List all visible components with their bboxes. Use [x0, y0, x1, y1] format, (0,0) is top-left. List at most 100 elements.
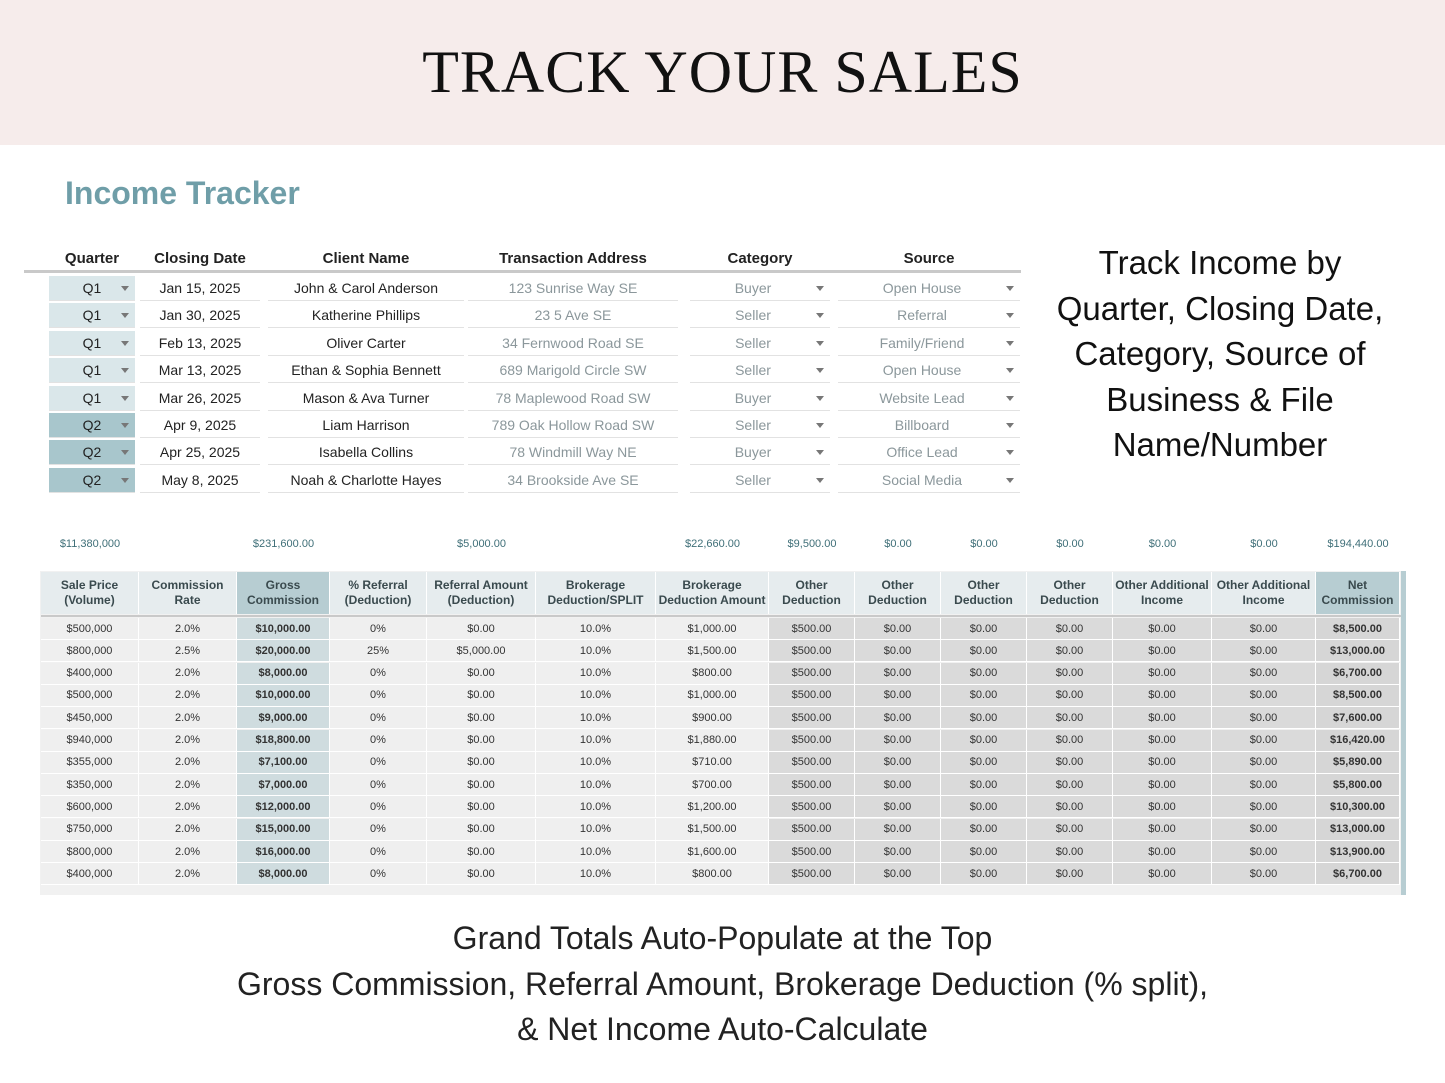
- quarter-cell[interactable]: Q2: [49, 467, 135, 493]
- cell: $0.00: [427, 841, 536, 863]
- cell: $0.00: [427, 662, 536, 685]
- header-rule: [24, 270, 1021, 273]
- dropdown-cell[interactable]: Open House: [838, 358, 1020, 384]
- cell: 10.0%: [536, 640, 656, 663]
- cell: 2.0%: [139, 841, 237, 863]
- dropdown-cell[interactable]: Office Lead: [838, 440, 1020, 466]
- cell: 0%: [330, 863, 427, 886]
- header-line: (Deduction): [344, 593, 412, 607]
- cell: 0%: [330, 662, 427, 685]
- column-header: Other Deduction: [941, 572, 1027, 614]
- quarter-cell[interactable]: Q1: [49, 330, 135, 356]
- cell: $0.00: [427, 618, 536, 640]
- cell: $1,000.00: [656, 684, 769, 707]
- column-header: Client Name: [322, 249, 410, 267]
- column-header: Brokerage Deduction/SPLIT: [536, 572, 656, 614]
- cell: $0.00: [855, 618, 941, 640]
- header-line: (Deduction): [447, 593, 515, 607]
- cell: $0.00: [1113, 640, 1212, 663]
- header-line: Referral Amount: [434, 578, 528, 592]
- cell: $0.00: [941, 662, 1027, 685]
- cell: $0.00: [1212, 796, 1316, 819]
- cell: 25%: [330, 640, 427, 663]
- cell: 10.0%: [536, 618, 656, 640]
- dropdown-cell[interactable]: Seller: [690, 468, 830, 493]
- cell: 10.0%: [536, 774, 656, 797]
- total-cell: $0.00: [1250, 538, 1278, 550]
- page-title: TRACK YOUR SALES: [422, 39, 1023, 105]
- total-cell: $0.00: [970, 538, 998, 550]
- cell: 34 Brookside Ave SE: [468, 468, 678, 493]
- cell: $0.00: [1027, 863, 1113, 886]
- header-line: Rate: [174, 593, 201, 607]
- quarter-cell[interactable]: Q1: [49, 303, 135, 329]
- quarter-cell[interactable]: Q1: [49, 385, 135, 411]
- dropdown-cell[interactable]: Seller: [690, 303, 830, 329]
- cell: $0.00: [1212, 640, 1316, 663]
- cell: $0.00: [941, 684, 1027, 707]
- cell: $355,000: [41, 751, 139, 774]
- cell: $0.00: [1113, 818, 1212, 841]
- cell: $12,000.00: [237, 796, 330, 819]
- cell: $0.00: [941, 774, 1027, 797]
- cell: $0.00: [427, 863, 536, 886]
- cell: $0.00: [1212, 707, 1316, 730]
- cell: $1,000.00: [656, 618, 769, 640]
- cell: $16,000.00: [237, 841, 330, 863]
- dropdown-cell[interactable]: Billboard: [838, 413, 1020, 438]
- cell: $8,000.00: [237, 662, 330, 685]
- header-line: Deduction: [868, 593, 927, 607]
- dropdown-cell[interactable]: Seller: [690, 358, 830, 384]
- cell: 2.0%: [139, 751, 237, 774]
- dropdown-cell[interactable]: Social Media: [838, 468, 1020, 493]
- note-line: Business & File: [1106, 380, 1334, 418]
- cell: $0.00: [1113, 729, 1212, 752]
- dropdown-cell[interactable]: Buyer: [690, 386, 830, 411]
- cell: 2.0%: [139, 796, 237, 819]
- cell: Ethan & Sophia Bennett: [268, 358, 464, 384]
- cell: $0.00: [855, 640, 941, 663]
- cell: Apr 9, 2025: [140, 413, 260, 438]
- cell: $8,500.00: [1316, 618, 1400, 640]
- cell: $0.00: [941, 796, 1027, 819]
- column-header: Transaction Address: [499, 249, 647, 267]
- quarter-cell[interactable]: Q1: [49, 276, 135, 301]
- dropdown-cell[interactable]: Buyer: [690, 276, 830, 301]
- cell: $0.00: [1027, 707, 1113, 730]
- dropdown-cell[interactable]: Buyer: [690, 440, 830, 466]
- cell: 34 Fernwood Road SE: [468, 331, 678, 356]
- cell: Katherine Phillips: [268, 303, 464, 329]
- note-line: Name/Number: [1112, 426, 1328, 463]
- header-line: Deduction/SPLIT: [547, 593, 644, 607]
- cell: $0.00: [941, 618, 1027, 640]
- quarter-cell[interactable]: Q2: [49, 440, 135, 466]
- quarter-cell[interactable]: Q2: [49, 413, 135, 438]
- cell: $700.00: [656, 774, 769, 797]
- cell: 0%: [330, 729, 427, 752]
- cell: $0.00: [855, 796, 941, 819]
- cell: $0.00: [427, 729, 536, 752]
- cell: $5,000.00: [427, 640, 536, 663]
- cell: $6,700.00: [1316, 662, 1400, 685]
- quarter-cell[interactable]: Q1: [49, 358, 135, 384]
- cell: 123 Sunrise Way SE: [468, 276, 678, 301]
- cell: 2.0%: [139, 818, 237, 841]
- cell: $0.00: [1212, 751, 1316, 774]
- dropdown-cell[interactable]: Referral: [838, 303, 1020, 329]
- column-header: Brokerage Deduction Amount: [656, 572, 769, 614]
- cell: $0.00: [1113, 774, 1212, 797]
- cell: $0.00: [1212, 618, 1316, 640]
- cell: 2.0%: [139, 662, 237, 685]
- total-cell: $0.00: [1056, 538, 1084, 550]
- dropdown-cell[interactable]: Open House: [838, 276, 1020, 301]
- dropdown-cell[interactable]: Seller: [690, 331, 830, 356]
- cell: $0.00: [1113, 707, 1212, 730]
- cell: $9,000.00: [237, 707, 330, 730]
- cell: Apr 25, 2025: [140, 440, 260, 466]
- dropdown-cell[interactable]: Website Lead: [838, 386, 1020, 411]
- note-line: Track Income by: [1098, 244, 1342, 281]
- dropdown-cell[interactable]: Family/Friend: [838, 331, 1020, 356]
- header-line: Deduction: [954, 593, 1013, 607]
- dropdown-cell[interactable]: Seller: [690, 413, 830, 438]
- cell: $0.00: [1027, 618, 1113, 640]
